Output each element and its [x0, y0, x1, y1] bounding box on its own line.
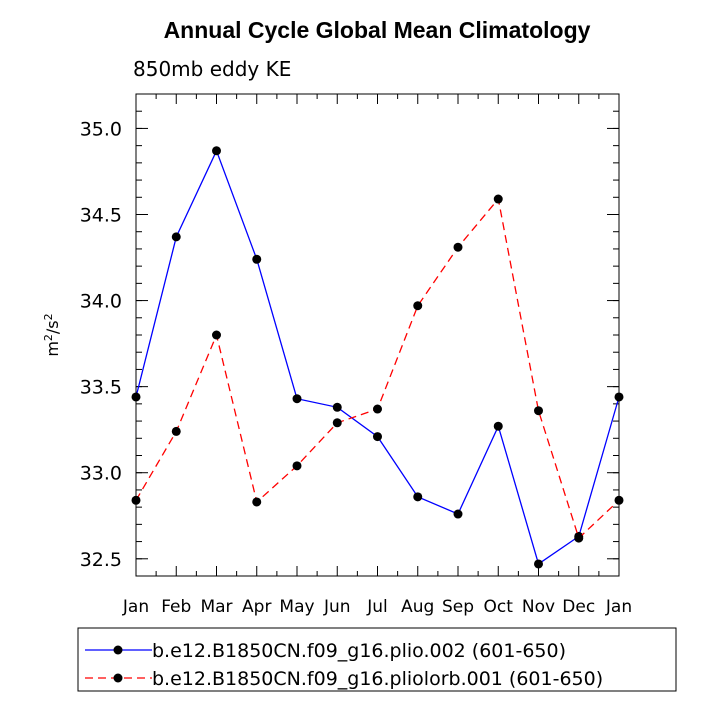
- y-tick-label: 33.0: [80, 463, 122, 485]
- chart-subtitle: 850mb eddy KE: [133, 57, 291, 81]
- series-2-point: [574, 533, 584, 543]
- x-tick-label: Sep: [442, 597, 474, 617]
- y-axis-label: m2/s2: [42, 313, 63, 356]
- series-2-point: [453, 242, 463, 252]
- series-2-point: [212, 330, 221, 340]
- x-tick-label: Jul: [366, 597, 388, 617]
- x-tick-label: Mar: [200, 597, 232, 617]
- chart-title: Annual Cycle Global Mean Climatology: [164, 17, 591, 43]
- series-2-point: [131, 495, 141, 505]
- y-tick-label: 35.0: [80, 118, 122, 140]
- x-tick-label: Jun: [323, 597, 351, 617]
- y-tick-label: 32.5: [80, 549, 122, 571]
- series-2-point: [373, 404, 382, 414]
- series-2-point: [171, 426, 181, 436]
- series-1-point: [131, 392, 141, 402]
- legend-box: [77, 627, 677, 692]
- y-tick-labels: 32.5 33.0 33.5 34.0 34.5 35.0: [80, 118, 122, 570]
- series-1-point: [493, 421, 503, 431]
- y-tick-label: 34.0: [80, 291, 122, 313]
- plot-frame: [135, 93, 620, 577]
- x-tick-label: Oct: [484, 597, 514, 617]
- series-2-point: [332, 418, 342, 428]
- series-1-point: [373, 432, 382, 442]
- x-tick-label: Jan: [122, 597, 149, 617]
- minor-ticks: [136, 94, 619, 576]
- x-tick-label: Dec: [562, 597, 595, 617]
- legend-marker-series-1: [113, 645, 123, 655]
- series-1-point: [453, 509, 463, 519]
- legend: b.e12.B1850CN.f09_g16.plio.002 (601-650)…: [77, 627, 677, 692]
- series-1-point: [332, 402, 342, 412]
- series-2-point: [493, 194, 503, 204]
- major-ticks: [135, 94, 620, 576]
- series-2-point: [252, 497, 262, 507]
- legend-label-series-1: b.e12.B1850CN.f09_g16.plio.002 (601-650): [152, 640, 566, 662]
- legend-marker-series-2: [113, 673, 123, 683]
- series-2-point: [413, 301, 423, 311]
- ylabel-exp2: 2: [42, 313, 55, 320]
- x-tick-labels: Jan Feb Mar Apr May Jun Jul Aug Sep Oct Nov Dec Jan: [122, 597, 632, 617]
- series-1-point: [292, 394, 302, 404]
- x-tick-label: Apr: [242, 597, 271, 617]
- x-tick-label: Aug: [401, 597, 434, 617]
- y-tick-label: 34.5: [80, 205, 122, 227]
- series-2-point: [534, 406, 543, 416]
- ylabel-exp1: 2: [42, 334, 55, 341]
- x-tick-label: May: [279, 597, 314, 617]
- series-1-point: [171, 232, 181, 242]
- x-tick-label: Jan: [605, 597, 632, 617]
- series-line-2: [135, 197, 620, 540]
- series-1-point: [212, 146, 221, 156]
- legend-label-series-2: b.e12.B1850CN.f09_g16.pliolorb.001 (601-…: [152, 668, 603, 690]
- x-tick-label: Feb: [161, 597, 191, 617]
- y-tick-label: 33.5: [80, 377, 122, 399]
- series-layer: [131, 146, 624, 569]
- series-1-point: [614, 392, 624, 402]
- series-line-1: [135, 149, 620, 565]
- series-1-point: [534, 559, 543, 569]
- series-2-point: [292, 461, 302, 471]
- series-1-point: [252, 254, 262, 264]
- ylabel-mid: /s: [43, 320, 62, 334]
- ylabel-base: m: [43, 341, 62, 357]
- series-1-point: [413, 492, 423, 502]
- x-tick-label: Nov: [522, 597, 555, 617]
- series-2-point: [614, 495, 624, 505]
